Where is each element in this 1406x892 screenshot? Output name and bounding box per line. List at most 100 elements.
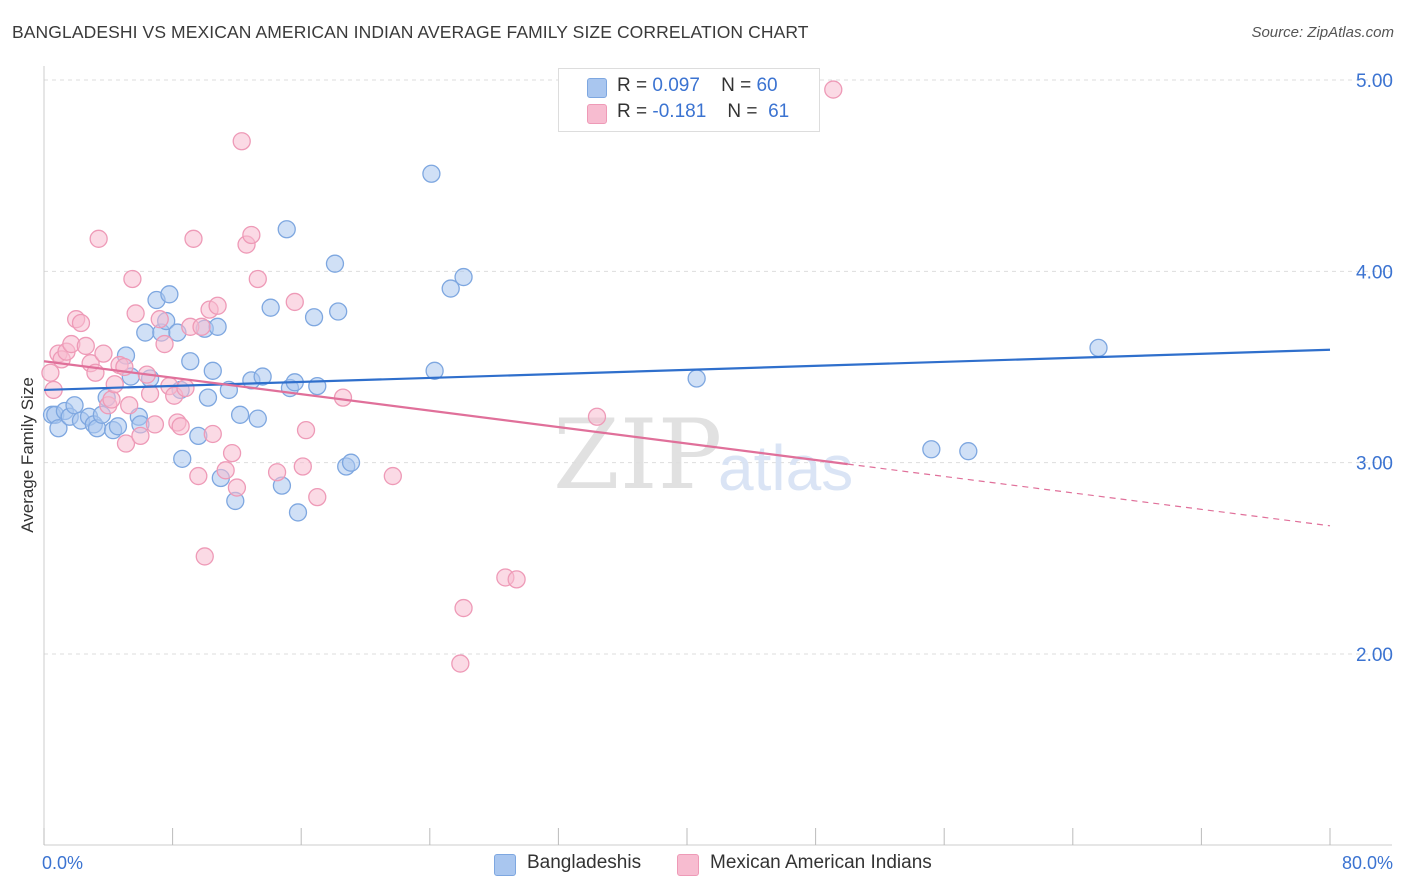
legend-n-value: 60 [756,75,778,96]
mexican-american-indian-point [131,426,150,446]
bangladeshi-point [49,419,68,438]
mexican-american-indian-point [296,420,316,440]
bangladeshi-point [304,308,324,327]
bangladeshi-point [248,409,267,428]
bangladeshi-point [422,164,441,183]
mexican-american-indian-point [248,269,267,289]
legend-label: Bangladeshis [527,852,642,873]
mexican-american-indian-point [155,334,174,354]
mexican-american-indian-point [507,570,526,589]
legend-r-label: R = [617,75,648,96]
legend-r-value: 0.097 [652,75,700,96]
bangladeshi-point [325,254,345,273]
bangladeshi-point [208,317,227,336]
mexican-american-indian-point [123,269,142,289]
y-tick-label: 3.00 [1356,454,1393,475]
mexican-american-indian-point [176,378,195,398]
mexican-american-indian-point [71,313,91,333]
mexican-american-indian-point [587,407,607,426]
legend-swatch-blue [587,78,607,98]
mexican-american-indian-point [94,344,113,363]
bangladeshi-point [454,267,473,287]
y-tick-label: 5.00 [1356,71,1393,92]
legend-swatch-pink [677,854,699,876]
bangladeshi-point [959,442,978,461]
mexican-american-indian-point [293,457,312,476]
bangladeshi-point [1089,338,1108,358]
legend-n-label: N = [721,75,752,96]
mexican-american-indian-point [203,424,222,444]
mexican-american-indian-point [308,487,327,507]
trend-line-dashed-1 [847,463,1331,527]
bangladeshi-point [203,361,222,380]
bangladeshi-point [329,302,348,321]
watermark-atlas: atlas [718,432,853,504]
watermark-zip: ZIP [553,399,722,511]
stats-legend: R = 0.097 N = 60 R = -0.181 N = 61 [558,68,820,132]
mexican-american-indian-point [171,417,190,436]
x-tick-max: 80.0% [1341,853,1393,873]
source-label: Source: ZipAtlas.com [1251,24,1394,41]
mexican-american-indian-point [333,388,353,407]
mexican-american-indian-point [105,375,124,394]
mexican-american-indian-point [89,229,108,248]
y-tick-label: 2.00 [1356,645,1393,666]
mexican-american-indian-point [184,229,203,248]
bangladeshi-point [136,323,155,342]
mexican-american-indian-point [145,415,165,434]
mexican-american-indian-point [285,292,304,312]
bangladeshi-point [65,396,84,415]
y-tick-labels: 2.00 3.00 4.00 5.00 [1356,71,1393,666]
mexican-american-indian-point [76,336,95,356]
bangladeshi-point [922,440,941,459]
mexican-american-indian-point [195,547,214,566]
trend-lines [43,348,1331,527]
mexican-american-indian-point [120,396,139,415]
y-axis-label: Average Family Size [18,377,37,533]
mexican-american-indian-point [216,461,235,480]
y-tick-label: 4.00 [1356,262,1393,283]
bangladeshi-point [341,453,361,472]
mexican-american-indian-point [192,317,211,336]
mexican-american-indian-point [102,390,121,409]
mexican-american-indian-point [454,598,473,618]
legend-swatch-pink [587,104,607,124]
bangladeshi-point [160,285,179,304]
mexican-american-indian-point [41,363,60,382]
bangladeshi-point [441,279,460,298]
mexican-american-indian-point [824,80,843,99]
legend-r-value: -0.181 [652,101,707,122]
mexican-american-indian-point [150,310,169,329]
mexican-american-indian-point [208,296,227,315]
mexican-american-indian-point [232,132,251,151]
x-axis [43,66,1392,846]
legend-r-label: R = [617,101,648,122]
watermark: ZIP atlas [553,399,853,511]
bangladeshi-point [198,388,218,407]
data-points [41,80,1108,673]
mexican-american-indian-point [242,225,261,245]
chart-title: BANGLADESHI VS MEXICAN AMERICAN INDIAN A… [12,22,809,42]
bangladeshi-point [181,352,200,371]
bangladeshi-point [288,503,308,522]
mexican-american-indian-point [267,463,287,482]
trend-line-0 [43,348,1331,392]
legend-n-value: 61 [768,101,790,122]
mexican-american-indian-point [140,384,160,403]
legend-n-label: N = [727,101,758,122]
bangladeshi-point [253,367,272,386]
legend-label: Mexican American Indians [710,852,932,873]
mexican-american-indian-point [383,466,402,486]
mexican-american-indian-point [116,434,136,453]
legend-swatch-blue [494,854,516,876]
bangladeshi-point [230,405,250,424]
bangladeshi-point [425,361,444,380]
bangladeshi-point [108,417,128,436]
trend-line-solid-1 [43,360,848,466]
mexican-american-indian-point [227,478,247,497]
mexican-american-indian-point [189,466,208,486]
mexican-american-indian-point [222,443,242,463]
mexican-american-indian-point [126,304,145,323]
bangladeshi-point [173,449,192,468]
bangladeshi-point [277,220,296,239]
